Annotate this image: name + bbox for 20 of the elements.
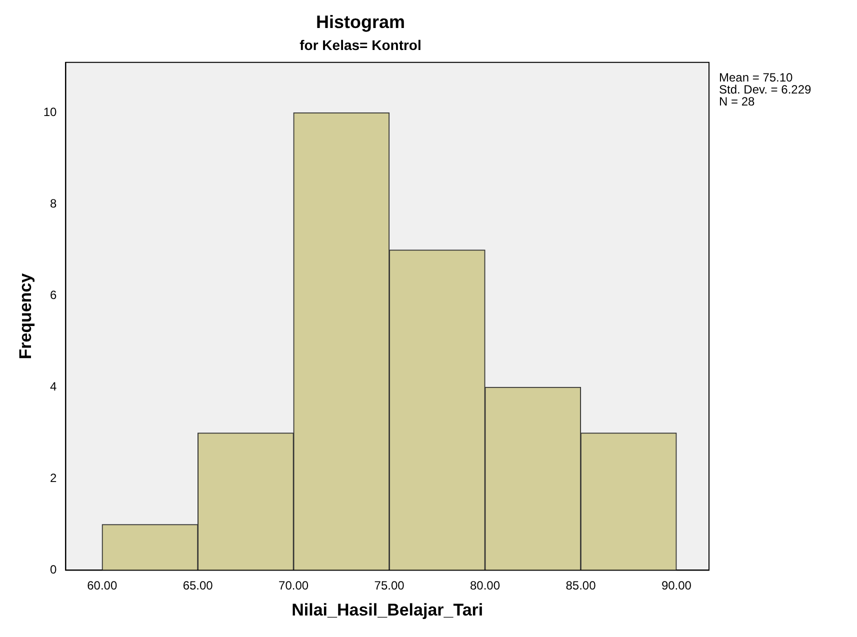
text: Mean = 75.10 [719, 70, 794, 85]
x-tick-label: 65.00 [182, 578, 214, 593]
x-tick-label: 80.00 [470, 578, 500, 593]
x-tick-label: 75.00 [374, 578, 405, 593]
y-tick-label: 4 [50, 380, 58, 394]
text: Std. Dev. = 6.229 [719, 82, 812, 97]
x-tick-label: 90.00 [661, 578, 692, 593]
y-axis-title: Frequency [16, 272, 35, 360]
x-tick-label: 85.00 [566, 578, 596, 593]
y-tick-label: 8 [50, 196, 58, 211]
x-axis-title: Nilai_Hasil_Belajar_Tari [292, 600, 484, 620]
chart-title: Histogram [316, 12, 406, 32]
y-tick-label: 0 [50, 562, 58, 577]
x-tick-label: 70.00 [278, 578, 309, 593]
text: N = 28 [719, 94, 756, 109]
x-tick-label: 60.00 [87, 578, 118, 593]
y-tick-label: 6 [50, 288, 58, 302]
y-tick-label: 10 [43, 105, 58, 120]
y-tick-label: 2 [50, 471, 58, 486]
chart-subtitle: for Kelas= Kontrol [300, 36, 422, 53]
